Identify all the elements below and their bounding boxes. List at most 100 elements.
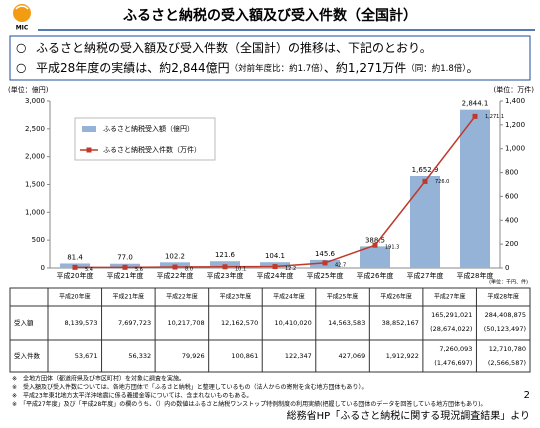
y2-tick-label: 1,200: [505, 121, 525, 129]
x-tick-label: 平成27年度: [407, 271, 444, 280]
bar-value-label: 145.6: [315, 250, 336, 258]
bullet-part: ふるさと納税の受入額及び受入件数（全国計）の推移は、下記のとおり。: [36, 40, 432, 55]
slide-title: ふるさと納税の受入額及び受入件数（全国計）: [123, 7, 417, 24]
bullet-text: 平成28年度の実績は、約2,844億円（対前年度比：約1.7倍）、約1,271万…: [36, 60, 479, 75]
table-cell: 122,347: [285, 352, 312, 360]
line-marker: [322, 260, 328, 266]
logo-arc: [15, 5, 29, 10]
table-cell: 12,710,780: [489, 345, 526, 353]
table-cell: (1,476,697): [434, 359, 472, 367]
bar-value-label: 77.0: [117, 254, 133, 262]
table-cell: (2,566,587): [488, 359, 526, 367]
bullet-part: （対前年度比：約1.7倍）: [230, 63, 324, 74]
legend-label: ふるさと納税受入件数（万件）: [103, 145, 201, 154]
bar-value-label: 2,844.1: [462, 100, 489, 108]
table-frame: [9, 287, 531, 373]
bullet-part: （同：約1.8倍）: [406, 63, 466, 74]
legend-label: ふるさと納税受入額（億円）: [103, 124, 194, 133]
x-tick-label: 平成26年度: [357, 271, 394, 280]
table-header: 平成26年度: [380, 293, 412, 301]
bar-value-label: 104.1: [265, 252, 285, 260]
x-tick-label: 平成23年度: [207, 271, 244, 280]
table-cell: 100,861: [231, 352, 258, 360]
line-value-label: 10.1: [235, 266, 246, 272]
logo-text: MIC: [16, 25, 29, 32]
table-cell: 7,260,093: [439, 345, 472, 353]
bar-value-label: 1,652.9: [412, 166, 439, 174]
table-header: 平成22年度: [166, 293, 198, 301]
line-marker: [372, 242, 378, 248]
bar: [360, 246, 390, 268]
y-tick-label: 2,000: [25, 153, 45, 161]
line-marker: [272, 264, 278, 270]
table-cell: 10,217,708: [167, 319, 204, 327]
table-cell: 165,291,021: [431, 311, 472, 319]
line-marker: [472, 113, 478, 119]
legend-swatch: [82, 126, 96, 132]
table-cell: 38,852,167: [382, 319, 419, 327]
bullet-mark: ○: [16, 61, 26, 75]
table-cell: 79,926: [182, 352, 205, 360]
line-value-label: 5.6: [135, 267, 143, 273]
line-marker: [172, 264, 178, 270]
table-header: 平成27年度: [434, 293, 466, 301]
table-cell: 427,069: [338, 352, 365, 360]
x-tick-label: 平成25年度: [307, 271, 344, 280]
line-value-label: 1,271.1: [485, 114, 504, 120]
table-cell: 56,332: [128, 352, 151, 360]
bar-value-label: 102.2: [165, 252, 185, 260]
y2-tick-label: 200: [505, 240, 518, 248]
y-tick-label: 500: [32, 236, 45, 244]
y2-axis-label: (単位：万件): [494, 85, 535, 94]
source: 総務省HP「ふるさと納税に関する現況調査結果」より: [287, 409, 530, 422]
bar: [460, 109, 490, 268]
table-cell: 284,408,875: [485, 311, 526, 319]
legend-box: [74, 117, 216, 161]
bar-value-label: 81.4: [67, 253, 83, 261]
line-marker: [72, 264, 78, 270]
note: ※ 平成23年東北地方太平洋沖地震に係る義援金等については、含まれないものもある…: [12, 392, 252, 400]
page-number: 2: [524, 390, 530, 401]
line-marker: [122, 264, 128, 270]
line-value-label: 191.3: [385, 245, 399, 251]
y2-tick-label: 600: [505, 192, 518, 200]
x-tick-label: 平成22年度: [157, 271, 194, 280]
y2-tick-label: 0: [505, 264, 509, 272]
table-header: 平成20年度: [59, 293, 91, 301]
table-cell: (50,123,497): [484, 325, 526, 333]
table-cell: 12,162,570: [221, 319, 258, 327]
line-value-label: 12.2: [285, 266, 296, 272]
row-label: 受入件数: [14, 351, 41, 360]
y2-tick-label: 800: [505, 169, 518, 177]
line-marker: [222, 264, 228, 270]
table-cell: 1,912,922: [386, 352, 419, 360]
x-tick-label: 平成21年度: [107, 271, 144, 280]
line-marker: [422, 178, 428, 184]
y-tick-label: 2,500: [25, 125, 45, 133]
bullet-part: 平成28年度の実績は、約2,844億円: [36, 60, 230, 75]
line-value-label: 5.4: [85, 267, 93, 273]
table-header: 平成28年度: [487, 293, 519, 301]
table-cell: 10,410,020: [275, 319, 312, 327]
note: ※ 全地方団体（都道府県及び市区町村）を対象に調査を実施。: [12, 375, 185, 383]
y2-tick-label: 400: [505, 216, 518, 224]
bar: [410, 175, 440, 268]
table-cell: 8,139,573: [64, 319, 97, 327]
y-tick-label: 0: [41, 264, 45, 272]
bullet-mark: ○: [16, 41, 26, 55]
table-cell: 7,697,723: [118, 319, 151, 327]
line-value-label: 8.0: [185, 267, 193, 273]
y2-tick-label: 1,000: [505, 145, 525, 153]
y2-tick-label: 1,400: [505, 97, 525, 105]
bar-value-label: 388.5: [365, 236, 385, 244]
line-value-label: 726.0: [435, 179, 449, 185]
table-header: 平成21年度: [113, 293, 145, 301]
table-header: 平成25年度: [327, 293, 359, 301]
y-axis-label: (単位：億円): [8, 85, 49, 94]
legend-swatch-marker: [86, 147, 92, 153]
line-value-label: 42.7: [335, 262, 346, 268]
x-tick-label: 平成28年度: [457, 271, 494, 280]
note: ※ 受入額及び受入件数については、各地方団体で「ふるさと納税」と整理しているもの…: [12, 383, 368, 391]
bullet-part: 。: [467, 61, 479, 75]
